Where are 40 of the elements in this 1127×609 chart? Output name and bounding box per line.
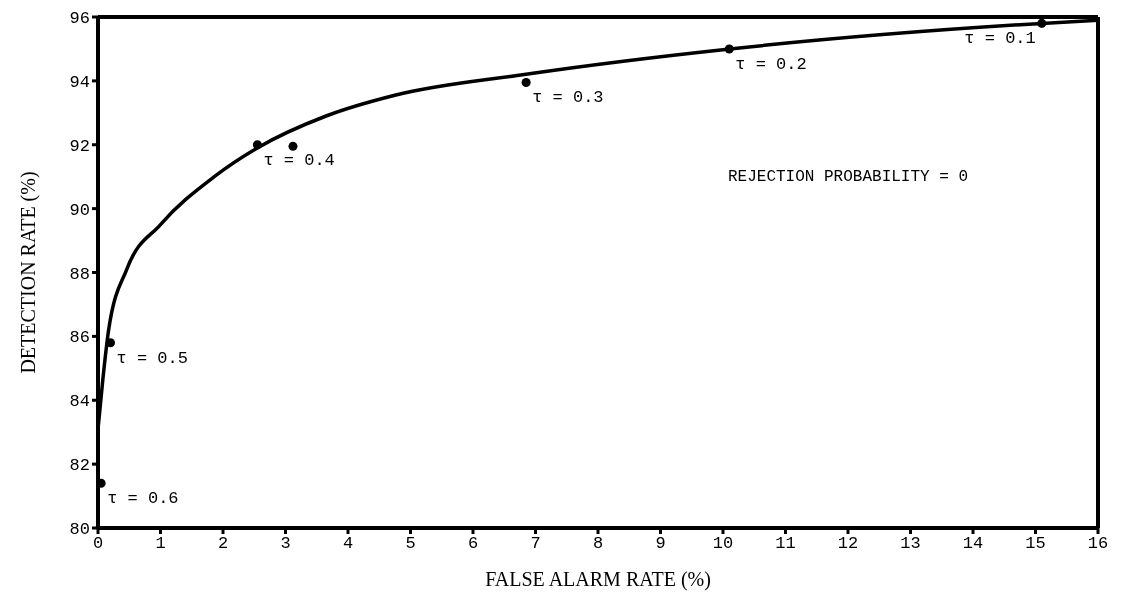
annotation: τ = 0.1	[964, 29, 1036, 49]
point	[724, 44, 734, 54]
x-tick-label: 3	[280, 534, 291, 554]
x-tick-label: 4	[342, 534, 354, 554]
annotation: τ = 0.5	[116, 348, 188, 368]
annotation: τ = 0.6	[107, 489, 179, 509]
y-tick-label: 96	[69, 9, 90, 29]
x-tick-label: 7	[530, 534, 541, 554]
y-tick-label: 88	[69, 264, 90, 284]
x-tick-label: 15	[1025, 534, 1046, 554]
y-tick-label: 82	[69, 456, 90, 476]
x-tick-label: 6	[467, 534, 479, 554]
x-tick-label: 2	[217, 534, 229, 554]
y-tick-label: 86	[69, 328, 90, 348]
x-tick-label: 5	[405, 534, 416, 554]
point	[521, 77, 531, 87]
y-tick-label: 90	[69, 200, 90, 220]
point	[1037, 18, 1047, 28]
x-tick-label: 9	[655, 534, 666, 554]
x-tick-label: 0	[92, 534, 104, 554]
annotation: τ = 0.2	[735, 54, 807, 74]
annotation: τ = 0.3	[532, 88, 604, 108]
point	[252, 140, 262, 150]
annotation: REJECTION PROBABILITY = 0	[728, 168, 969, 186]
x-tick-label: 13	[900, 534, 921, 554]
x-tick-label: 12	[837, 534, 859, 554]
x-tick-label: 1	[155, 534, 166, 554]
x-tick-label: 10	[712, 534, 734, 554]
x-tick-label: 8	[592, 534, 604, 554]
y-tick-label: 94	[69, 72, 90, 92]
x-tick-label: 14	[962, 534, 984, 554]
x-axis-title: FALSE ALARM RATE (%)	[485, 568, 711, 591]
x-tick-label: 16	[1087, 534, 1109, 554]
y-tick-label: 80	[69, 520, 90, 540]
x-tick-label: 11	[775, 534, 796, 554]
y-axis-title: DETECTION RATE (%)	[17, 171, 41, 374]
point	[288, 141, 298, 151]
y-tick-label: 84	[69, 392, 90, 412]
y-tick-label: 92	[69, 136, 90, 156]
annotation: τ = 0.4	[263, 150, 335, 170]
